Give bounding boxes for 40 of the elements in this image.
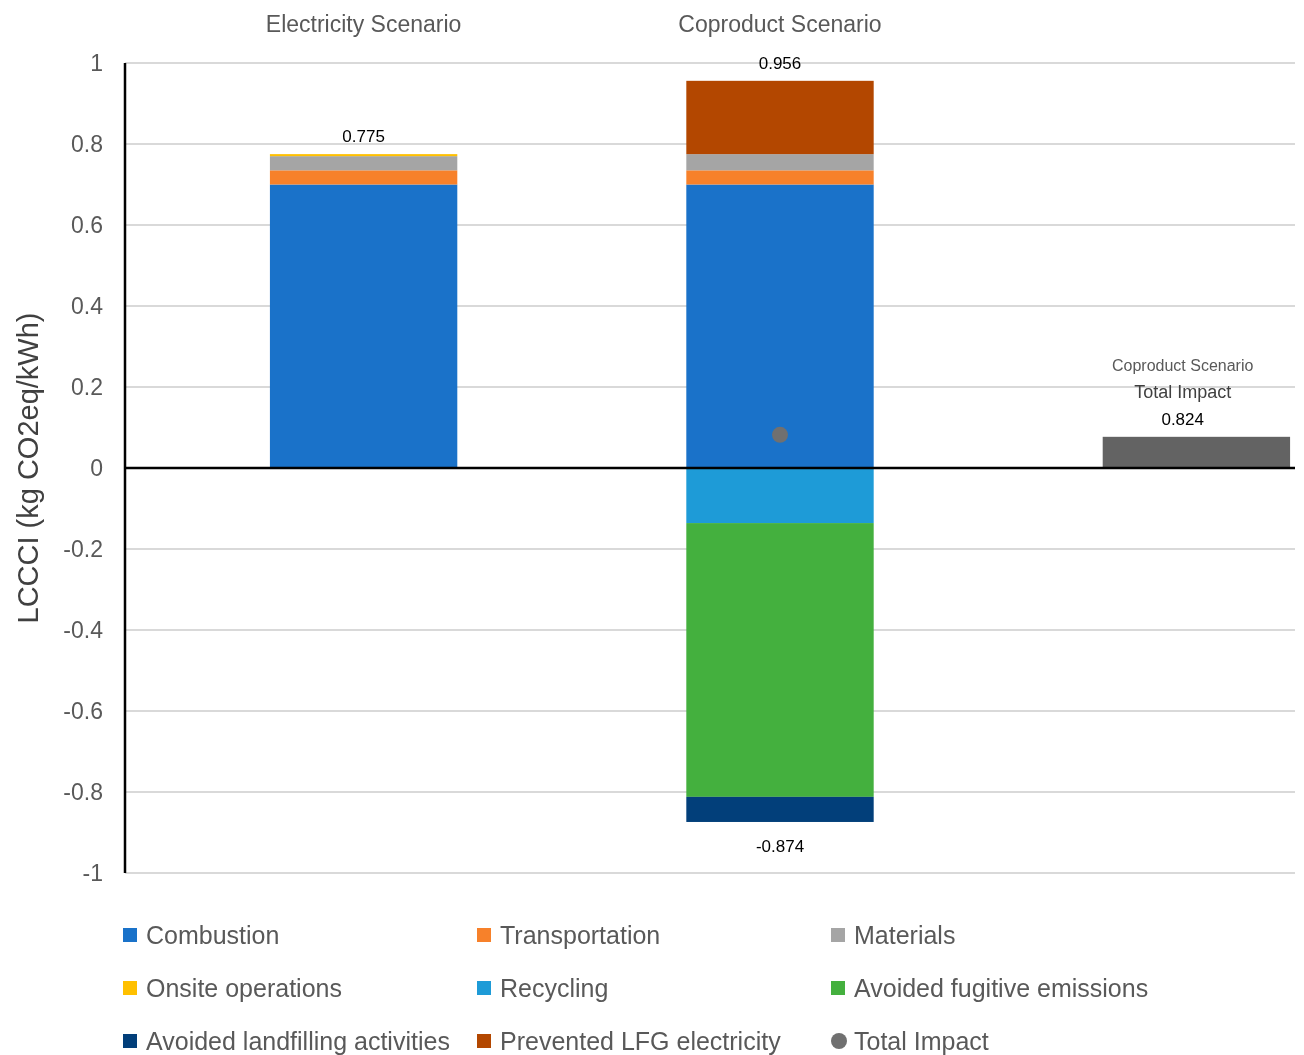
legend-label: Avoided landfilling activities — [146, 1027, 450, 1055]
y-tick-label: -0.8 — [63, 779, 103, 806]
bar — [686, 796, 874, 822]
annotation: Coproduct Scenario — [1111, 356, 1254, 374]
bar — [269, 184, 458, 468]
legend-label: Materials — [854, 921, 956, 949]
bar — [1102, 436, 1291, 468]
y-tick-label: -0.6 — [63, 698, 103, 725]
bar — [269, 170, 458, 185]
y-tick-label: 0.4 — [71, 293, 104, 320]
legend-label: Combustion — [146, 921, 280, 949]
y-tick-label: 0.8 — [71, 131, 103, 158]
legend-label: Avoided fugitive emissions — [854, 974, 1149, 1002]
annotation: Total Impact — [1134, 381, 1232, 402]
y-tick-label: 0.2 — [71, 374, 103, 401]
y-tick-label: -0.4 — [63, 617, 104, 644]
y-tick-label: -1 — [82, 860, 103, 887]
legend-label: Total Impact — [854, 1027, 989, 1055]
bar — [686, 170, 874, 185]
legend-label: Transportation — [500, 921, 661, 949]
y-tick-label: -0.2 — [63, 536, 103, 563]
bar — [269, 154, 458, 157]
annotation: -0.874 — [755, 836, 805, 856]
bar — [269, 156, 458, 171]
total-label: 0.775 — [342, 127, 385, 147]
y-tick-label: 1 — [90, 50, 103, 77]
y-tick-label: 0 — [90, 455, 103, 482]
legend-label: Prevented LFG electricity — [500, 1027, 782, 1055]
bar — [686, 523, 874, 797]
bar — [686, 154, 874, 171]
annotation: 0.824 — [1161, 409, 1204, 429]
y-axis-title: LCCCI (kg CO2eq/kWh) — [12, 312, 44, 624]
legend-label: Onsite operations — [146, 974, 342, 1002]
y-tick-label: 0.6 — [71, 212, 103, 239]
bar — [686, 468, 874, 524]
legend-label: Recycling — [500, 974, 609, 1002]
bar — [686, 184, 874, 468]
bar — [686, 80, 874, 155]
annotation: 0.956 — [758, 53, 802, 73]
x-tick-label: Electricity Scenario — [265, 11, 462, 37]
